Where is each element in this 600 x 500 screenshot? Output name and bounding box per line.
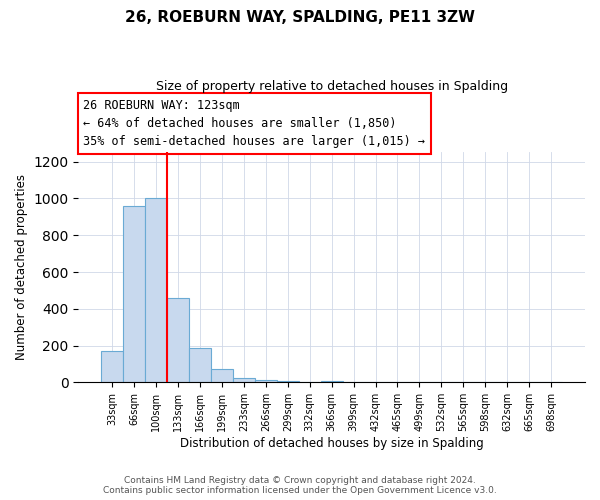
Bar xyxy=(211,368,233,382)
Bar xyxy=(277,380,299,382)
Bar xyxy=(167,298,189,382)
Bar xyxy=(321,380,343,382)
Text: 26 ROEBURN WAY: 123sqm
← 64% of detached houses are smaller (1,850)
35% of semi-: 26 ROEBURN WAY: 123sqm ← 64% of detached… xyxy=(83,99,425,148)
Bar xyxy=(255,380,277,382)
Bar xyxy=(233,378,255,382)
Y-axis label: Number of detached properties: Number of detached properties xyxy=(15,174,28,360)
Text: 26, ROEBURN WAY, SPALDING, PE11 3ZW: 26, ROEBURN WAY, SPALDING, PE11 3ZW xyxy=(125,10,475,25)
Text: Contains HM Land Registry data © Crown copyright and database right 2024.
Contai: Contains HM Land Registry data © Crown c… xyxy=(103,476,497,495)
Bar xyxy=(124,206,145,382)
Title: Size of property relative to detached houses in Spalding: Size of property relative to detached ho… xyxy=(155,80,508,93)
Bar xyxy=(189,348,211,382)
X-axis label: Distribution of detached houses by size in Spalding: Distribution of detached houses by size … xyxy=(180,437,484,450)
Bar xyxy=(145,198,167,382)
Bar xyxy=(101,351,124,382)
